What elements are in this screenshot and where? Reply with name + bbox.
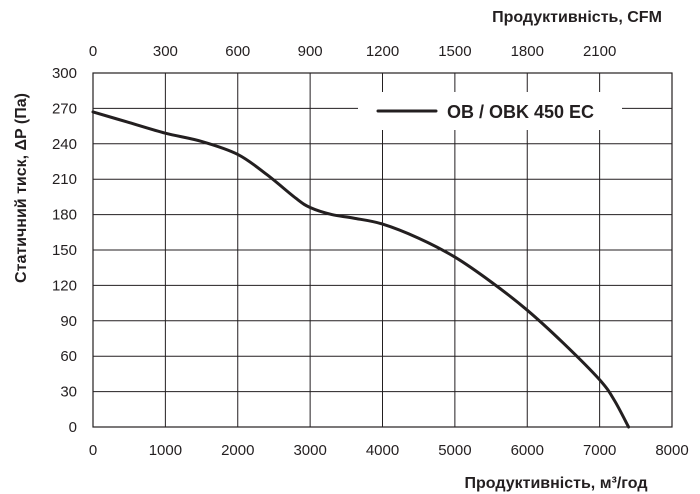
- series-line-0: [91, 110, 631, 429]
- x-tick-label: 6000: [511, 442, 544, 459]
- y-tick-label: 60: [60, 348, 77, 365]
- tick-labels: 0 1000 2000 3000 4000 5000 6000 7000 80000306090…: [52, 43, 689, 459]
- x-tick-label: 0: [89, 442, 97, 459]
- y-tick-label: 270: [52, 100, 77, 117]
- x-tick-label: 5000: [438, 442, 471, 459]
- plot-frame: [92, 72, 673, 428]
- y-tick-label: 180: [52, 207, 77, 224]
- legend-entry: OB / OBK 450 EC: [447, 102, 594, 122]
- grid: [92, 72, 673, 428]
- y-tick-label: 0: [69, 419, 77, 436]
- x-tick-label: 8000: [655, 442, 688, 459]
- x-tick-label: 2000: [221, 442, 254, 459]
- x-axis-title: Продуктивність, м³/год: [465, 475, 648, 492]
- series: [91, 110, 631, 429]
- y-tick-label: 240: [52, 136, 77, 153]
- x2-tick-label: 300: [153, 43, 178, 60]
- y-tick-label: 30: [60, 384, 77, 401]
- x-tick-label: 7000: [583, 442, 616, 459]
- x2-tick-label: 1800: [511, 43, 544, 60]
- x2-tick-label: 1500: [438, 43, 471, 60]
- y-axis-title: Статичний тиск, ΔP (Па): [13, 93, 30, 283]
- y-tick-label: 300: [52, 65, 77, 82]
- x2-tick-label: 0: [89, 43, 97, 60]
- x-tick-label: 3000: [293, 442, 326, 459]
- x2-axis-title: Продуктивність, CFM: [492, 9, 662, 26]
- x2-tick-label: 900: [298, 43, 323, 60]
- x2-tick-label: 2100: [583, 43, 616, 60]
- y-tick-label: 150: [52, 242, 77, 259]
- x-tick-label: 1000: [149, 442, 182, 459]
- y-tick-label: 120: [52, 277, 77, 294]
- x-tick-label: 4000: [366, 442, 399, 459]
- y-tick-label: 210: [52, 171, 77, 188]
- x2-tick-label: 1200: [366, 43, 399, 60]
- legend: OB / OBK 450 EC: [358, 92, 622, 130]
- x2-tick-label: 600: [225, 43, 250, 60]
- y-tick-label: 90: [60, 313, 77, 330]
